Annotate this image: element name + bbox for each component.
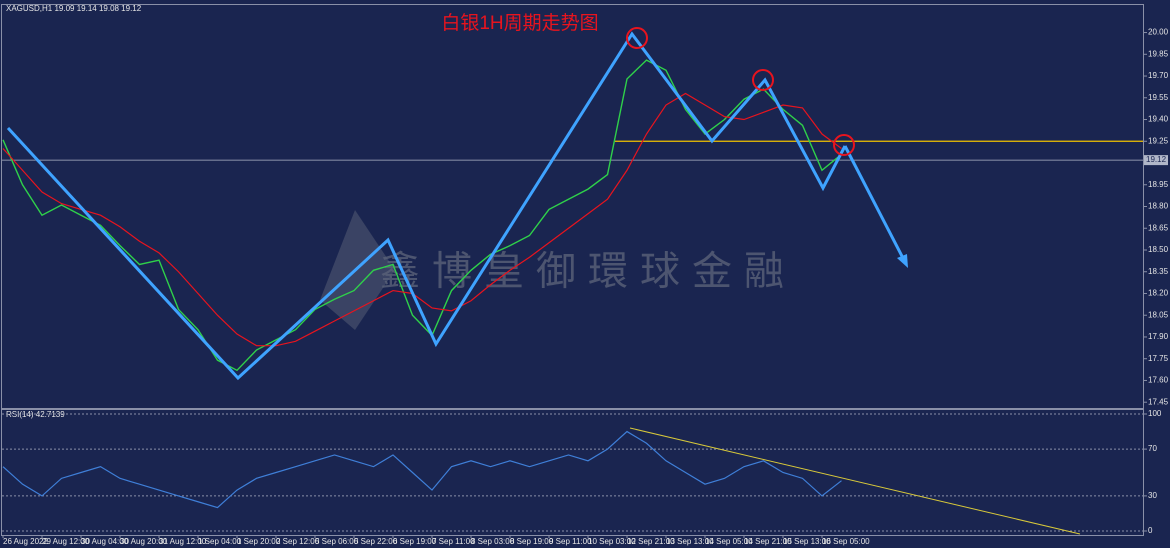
- x-tick-label: 9 Sep 11:00: [549, 537, 592, 546]
- y-tick-label: 17.45: [1148, 397, 1169, 406]
- circle: [833, 134, 855, 156]
- x-tick-label: 30 Aug 20:00: [120, 537, 168, 546]
- x-tick-label: 1 Sep 04:00: [198, 537, 242, 546]
- y-tick-label: 70: [1148, 444, 1157, 453]
- y-tick-label: 18.50: [1148, 245, 1169, 254]
- y-tick-label: 18.95: [1148, 180, 1169, 189]
- x-tick-label: 1 Sep 20:00: [237, 537, 281, 546]
- y-tick-label: 20.00: [1148, 28, 1169, 37]
- x-tick-label: 29 Aug 12:00: [42, 537, 90, 546]
- forecast-arrow: [843, 145, 907, 263]
- y-tick-label: 100: [1148, 409, 1162, 418]
- chart-title: 白银1H周期走势图: [441, 12, 598, 34]
- series-line: [2, 59, 842, 372]
- rsi-frame: [1, 409, 1144, 536]
- x-tick-label: 13 Sep 13:00: [666, 537, 714, 546]
- y-tick-label: 18.05: [1148, 310, 1169, 319]
- circle: [626, 27, 648, 49]
- current-price-label: 19.12: [1146, 155, 1167, 164]
- circle: [752, 69, 774, 91]
- y-tick-label: 30: [1148, 491, 1157, 500]
- rsi-header: RSI(14) 42.7139: [6, 410, 65, 419]
- x-tick-label: 14 Sep 05:00: [705, 537, 753, 546]
- y-tick-label: 19.25: [1148, 136, 1169, 145]
- watermark: 鑫博皇御環球金融: [380, 250, 796, 294]
- x-tick-label: 16 Sep 05:00: [822, 537, 870, 546]
- y-tick-label: 18.20: [1148, 289, 1169, 298]
- price-tag: [1144, 155, 1168, 166]
- series-line: [2, 92, 842, 347]
- x-tick-label: 8 Sep 19:00: [510, 537, 554, 546]
- arrow-head: [897, 254, 908, 268]
- x-tick-label: 7 Sep 11:00: [432, 537, 475, 546]
- x-tick-label: 12 Sep 21:00: [627, 537, 675, 546]
- y-tick-label: 19.70: [1148, 71, 1169, 80]
- x-tick-label: 5 Sep 06:00: [315, 537, 359, 546]
- x-tick-label: 26 Aug 2022: [3, 537, 48, 546]
- x-tick-label: 10 Sep 03:00: [588, 537, 636, 546]
- rsi-trendline: [629, 427, 1081, 535]
- annotations: [6, 27, 1081, 535]
- x-tick-label: 8 Sep 03:00: [471, 537, 515, 546]
- y-tick-label: 19.40: [1148, 115, 1169, 124]
- price-header: XAGUSD,H1 19.09 19.14 19.08 19.12: [6, 4, 142, 13]
- y-tick-label: 18.80: [1148, 202, 1169, 211]
- x-tick-label: 5 Sep 22:00: [354, 537, 398, 546]
- y-tick-label: 17.60: [1148, 376, 1169, 385]
- x-tick-label: 15 Sep 13:00: [783, 537, 831, 546]
- y-tick-label: 18.65: [1148, 223, 1169, 232]
- y-tick-label: 17.75: [1148, 354, 1169, 363]
- x-tick-label: 2 Sep 12:00: [276, 537, 320, 546]
- y-tick-label: 19.85: [1148, 49, 1169, 58]
- y-tick-label: 19.55: [1148, 93, 1169, 102]
- y-tick-label: 17.90: [1148, 332, 1169, 341]
- y-tick-label: 0: [1148, 526, 1153, 535]
- x-tick-label: 6 Sep 19:00: [393, 537, 437, 546]
- series-line: [2, 430, 842, 509]
- zigzag: [6, 31, 847, 381]
- y-tick-label: 18.35: [1148, 267, 1169, 276]
- x-tick-label: 14 Sep 21:00: [744, 537, 792, 546]
- x-tick-label: 31 Aug 12:00: [159, 537, 207, 546]
- x-tick-label: 30 Aug 04:00: [81, 537, 129, 546]
